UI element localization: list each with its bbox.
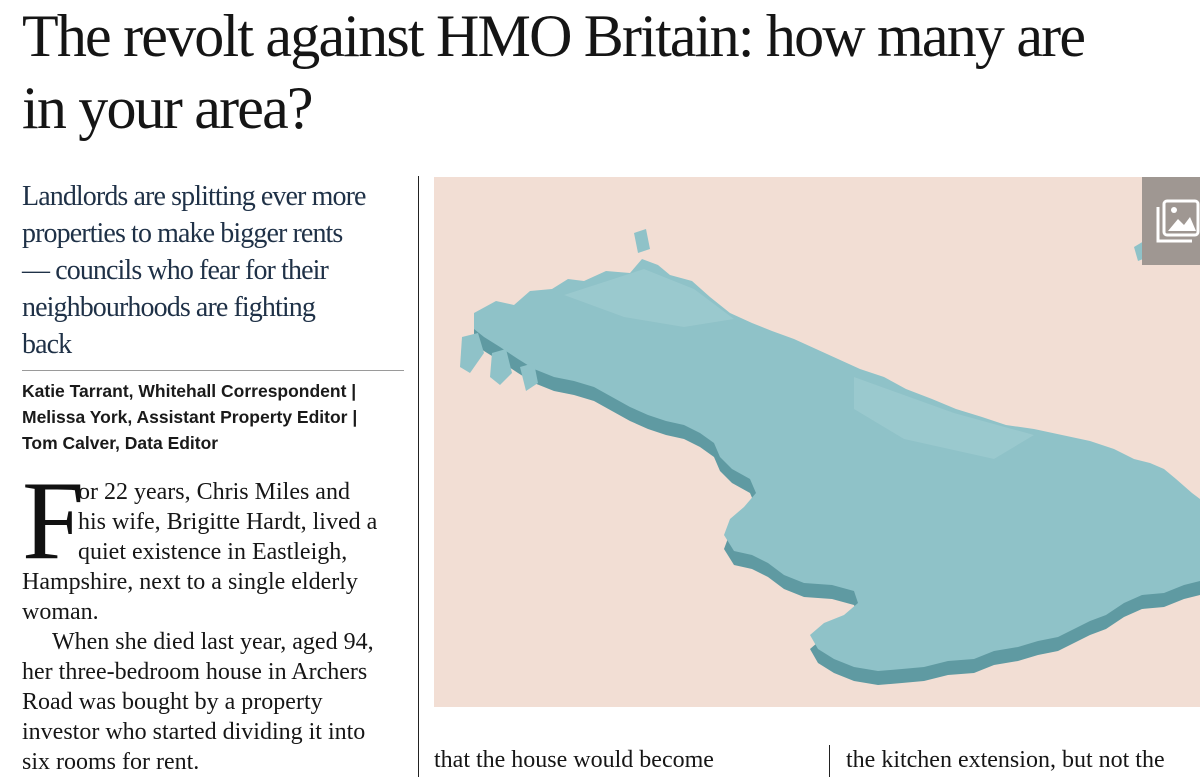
body-line: When she died last year, aged 94,: [52, 629, 374, 655]
article-body-column-3: the kitchen extension, but not the: [846, 747, 1165, 773]
body-line: woman.: [22, 599, 99, 625]
author-link[interactable]: Katie Tarrant, Whitehall Correspondent |: [22, 381, 357, 401]
gallery-icon: [1156, 199, 1200, 243]
body-line: six rooms for rent.: [22, 749, 200, 775]
standfirst-line: properties to make bigger rents: [22, 218, 343, 249]
article-hero-image[interactable]: [434, 177, 1200, 707]
gallery-button[interactable]: [1142, 177, 1200, 265]
standfirst-divider: [22, 370, 404, 371]
body-line: investor who started dividing it into: [22, 719, 366, 745]
headline: The revolt against HMO Britain: how many…: [22, 0, 1200, 144]
body-line: Road was bought by a property: [22, 689, 323, 715]
author-link[interactable]: Tom Calver, Data Editor: [22, 433, 219, 453]
uk-3d-map-illustration: [460, 229, 1200, 685]
standfirst-line: neighbourhoods are fighting: [22, 292, 316, 323]
drop-cap: F: [22, 459, 85, 583]
byline: Katie Tarrant, Whitehall Correspondent |…: [22, 378, 412, 456]
column-divider: [418, 176, 419, 777]
author-link[interactable]: Melissa York, Assistant Property Editor …: [22, 407, 358, 427]
body-line: her three-bedroom house in Archers: [22, 659, 368, 685]
body-line: Hampshire, next to a single elderly: [22, 569, 358, 595]
body-line: quiet existence in Eastleigh,: [78, 539, 348, 565]
standfirst-line: — councils who fear for their: [22, 255, 329, 286]
body-line: his wife, Brigitte Hardt, lived a: [78, 509, 378, 535]
standfirst-line: back: [22, 329, 72, 360]
standfirst-line: Landlords are splitting ever more: [22, 181, 366, 212]
headline-line: in your area?: [22, 75, 314, 141]
body-line: or 22 years, Chris Miles and: [78, 479, 350, 505]
standfirst: Landlords are splitting ever more proper…: [22, 178, 412, 363]
headline-line: The revolt against HMO Britain: how many…: [22, 3, 1086, 69]
column-divider: [829, 745, 830, 777]
article-body-column-2: that the house would become: [434, 747, 714, 773]
